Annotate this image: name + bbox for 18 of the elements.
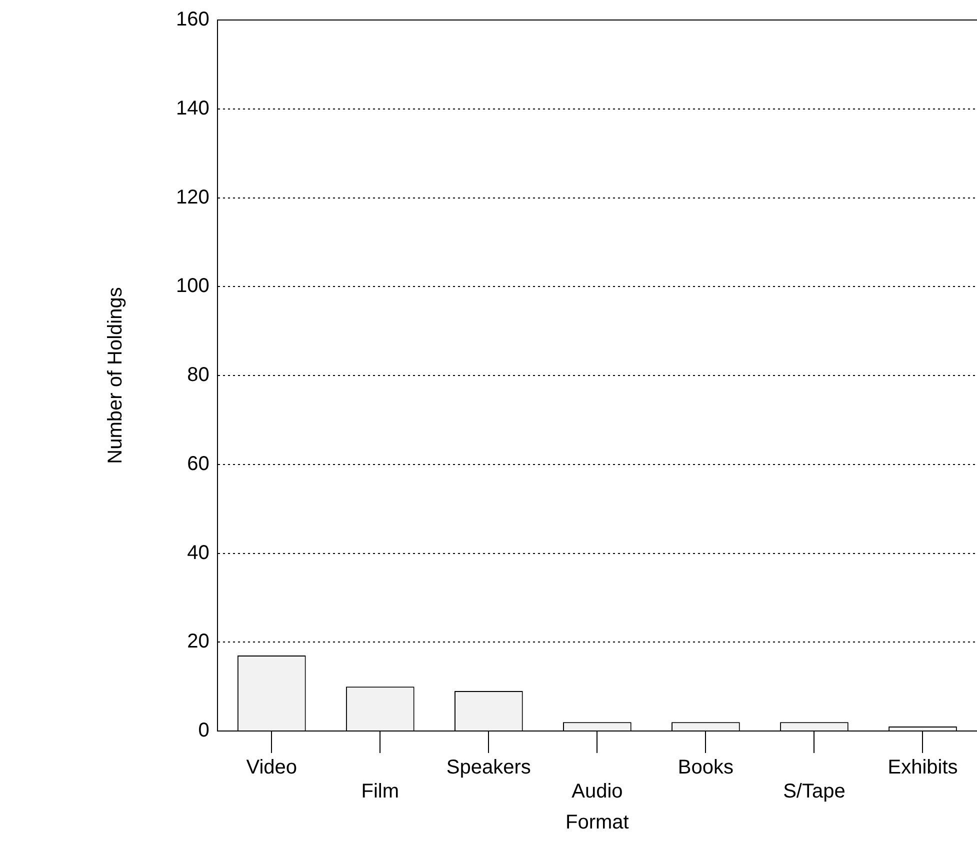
x-axis-title: Format (566, 812, 630, 834)
x-tick-label: S/Tape (783, 780, 846, 803)
y-tick-label: 60 (187, 452, 210, 475)
y-tick-label: 120 (176, 186, 210, 208)
y-tick-label: 0 (198, 720, 210, 742)
y-tick-label: 40 (187, 542, 210, 564)
x-tick-label: Audio (572, 780, 623, 803)
y-tick-label: 160 (176, 8, 210, 31)
y-tick-label: 140 (176, 97, 210, 120)
x-tick-label: Books (678, 756, 734, 779)
x-tick-label: Speakers (446, 756, 531, 779)
y-tick-label: 100 (176, 275, 210, 298)
x-tick-label: Exhibits (888, 756, 958, 779)
x-tick-label: Film (361, 780, 400, 803)
y-tick-label: 80 (187, 364, 210, 386)
y-tick-label: 20 (187, 630, 210, 653)
y-axis-title: Number of Holdings (104, 287, 127, 464)
x-tick-label: Video (246, 756, 298, 779)
